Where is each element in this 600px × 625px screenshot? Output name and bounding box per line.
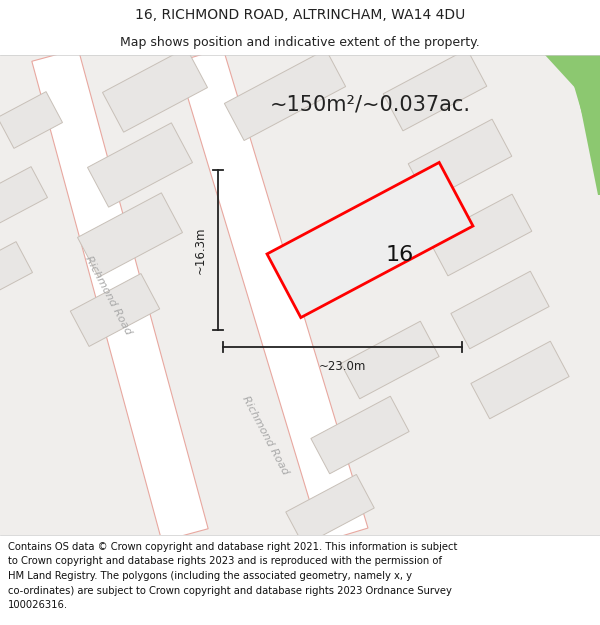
Polygon shape <box>32 49 208 541</box>
Polygon shape <box>341 321 439 399</box>
Polygon shape <box>570 55 600 195</box>
Polygon shape <box>0 242 32 298</box>
Polygon shape <box>88 123 193 207</box>
Polygon shape <box>311 396 409 474</box>
Text: HM Land Registry. The polygons (including the associated geometry, namely x, y: HM Land Registry. The polygons (includin… <box>8 571 412 581</box>
Polygon shape <box>0 167 47 223</box>
Polygon shape <box>471 341 569 419</box>
Text: Contains OS data © Crown copyright and database right 2021. This information is : Contains OS data © Crown copyright and d… <box>8 542 457 552</box>
Polygon shape <box>286 474 374 546</box>
Polygon shape <box>0 92 62 148</box>
Text: ~150m²/~0.037ac.: ~150m²/~0.037ac. <box>269 95 470 115</box>
Text: to Crown copyright and database rights 2023 and is reproduced with the permissio: to Crown copyright and database rights 2… <box>8 556 442 566</box>
Polygon shape <box>267 162 473 318</box>
Polygon shape <box>565 55 600 175</box>
Polygon shape <box>428 194 532 276</box>
Text: Map shows position and indicative extent of the property.: Map shows position and indicative extent… <box>120 36 480 49</box>
Polygon shape <box>224 49 346 141</box>
Text: co-ordinates) are subject to Crown copyright and database rights 2023 Ordnance S: co-ordinates) are subject to Crown copyr… <box>8 586 452 596</box>
Text: Richmond Road: Richmond Road <box>83 254 133 336</box>
Text: ~23.0m: ~23.0m <box>319 361 366 374</box>
Text: Richmond Road: Richmond Road <box>240 394 290 476</box>
Text: ~16.3m: ~16.3m <box>193 226 206 274</box>
Polygon shape <box>103 48 208 132</box>
Polygon shape <box>77 193 182 277</box>
Polygon shape <box>70 274 160 346</box>
Polygon shape <box>383 49 487 131</box>
Text: 100026316.: 100026316. <box>8 600 68 610</box>
Polygon shape <box>451 271 549 349</box>
Text: 16, RICHMOND ROAD, ALTRINCHAM, WA14 4DU: 16, RICHMOND ROAD, ALTRINCHAM, WA14 4DU <box>135 8 465 22</box>
Polygon shape <box>545 55 600 115</box>
Text: 16: 16 <box>386 245 414 265</box>
Polygon shape <box>177 48 368 542</box>
Polygon shape <box>408 119 512 201</box>
